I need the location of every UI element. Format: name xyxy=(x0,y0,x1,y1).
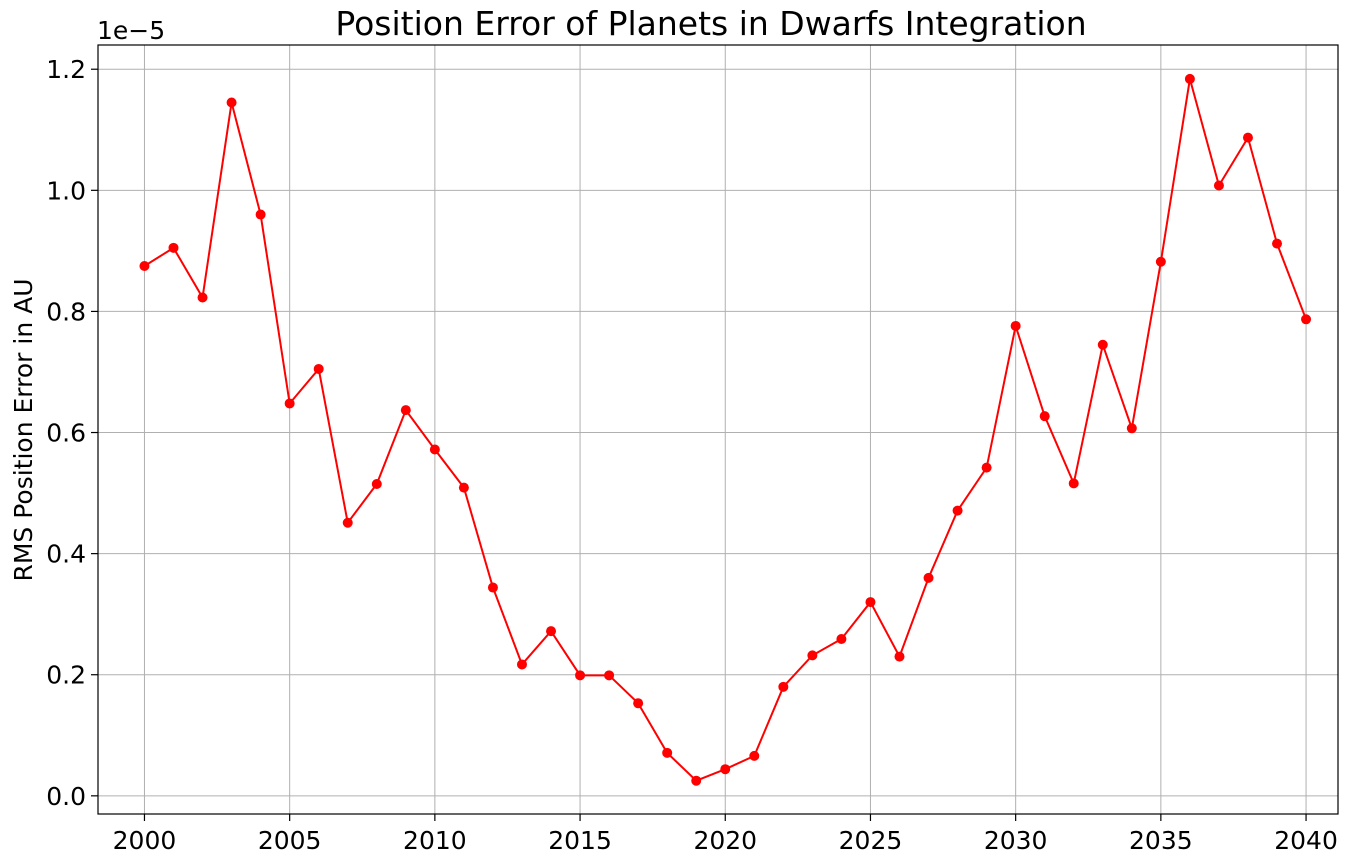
x-tick-label: 2030 xyxy=(984,826,1048,855)
x-tick-label: 2015 xyxy=(548,826,612,855)
x-tick-label: 2020 xyxy=(693,826,757,855)
y-tick-label: 0.8 xyxy=(46,297,86,326)
y-tick-label: 1.2 xyxy=(46,55,86,84)
y-axis-label: RMS Position Error in AU xyxy=(9,278,38,581)
data-point xyxy=(633,698,644,709)
data-point xyxy=(1126,423,1137,434)
x-tick-label: 2040 xyxy=(1274,826,1338,855)
data-point xyxy=(952,505,963,516)
data-point xyxy=(865,597,876,608)
data-point xyxy=(168,242,179,253)
data-point xyxy=(1213,180,1224,191)
y-tick-label: 0.2 xyxy=(46,661,86,690)
data-point xyxy=(546,626,557,637)
data-point xyxy=(1068,478,1079,489)
data-point xyxy=(778,681,789,692)
y-tick-label: 0.4 xyxy=(46,540,86,569)
data-point xyxy=(139,261,150,272)
data-point xyxy=(371,478,382,489)
data-point xyxy=(226,97,237,108)
data-point xyxy=(981,462,992,473)
data-point xyxy=(1272,238,1283,249)
data-point xyxy=(1184,73,1195,84)
data-point xyxy=(429,444,440,455)
data-point xyxy=(1097,339,1108,350)
x-tick-label: 2010 xyxy=(403,826,467,855)
y-axis-exponent-label: 1e−5 xyxy=(97,16,165,45)
data-point xyxy=(400,405,411,416)
data-point xyxy=(807,650,818,661)
data-point xyxy=(894,651,905,662)
x-tick-label: 2025 xyxy=(839,826,903,855)
x-tick-label: 2035 xyxy=(1129,826,1193,855)
data-point xyxy=(691,775,702,786)
series-group xyxy=(139,73,1312,786)
data-point xyxy=(313,363,324,374)
data-point xyxy=(1301,314,1312,325)
data-point xyxy=(342,517,353,528)
y-tick-label: 0.6 xyxy=(46,419,86,448)
data-point xyxy=(516,659,527,670)
data-point xyxy=(662,747,673,758)
data-point xyxy=(720,764,731,775)
x-tick-label: 2005 xyxy=(258,826,322,855)
data-point xyxy=(284,398,295,409)
grid xyxy=(98,45,1338,814)
data-point xyxy=(197,292,208,303)
data-point xyxy=(1242,132,1253,143)
x-tick-label: 2000 xyxy=(113,826,177,855)
data-point xyxy=(458,482,469,493)
data-point xyxy=(575,670,586,681)
data-point xyxy=(1155,256,1166,267)
data-point xyxy=(255,209,266,220)
data-point xyxy=(487,582,498,593)
data-point xyxy=(1010,320,1021,331)
y-tick-label: 1.0 xyxy=(46,176,86,205)
data-point xyxy=(923,572,934,583)
chart-title: Position Error of Planets in Dwarfs Inte… xyxy=(335,4,1086,43)
plot-frame xyxy=(97,44,1339,815)
data-point xyxy=(836,634,847,645)
y-tick-label: 0.0 xyxy=(46,782,86,811)
axis-ticks: 2000 2005 2010 2015 2020 2025 2030 2035 2040 0.0 0… xyxy=(46,55,1338,855)
data-point xyxy=(749,750,760,761)
data-point xyxy=(604,670,615,681)
data-point xyxy=(1039,411,1050,422)
